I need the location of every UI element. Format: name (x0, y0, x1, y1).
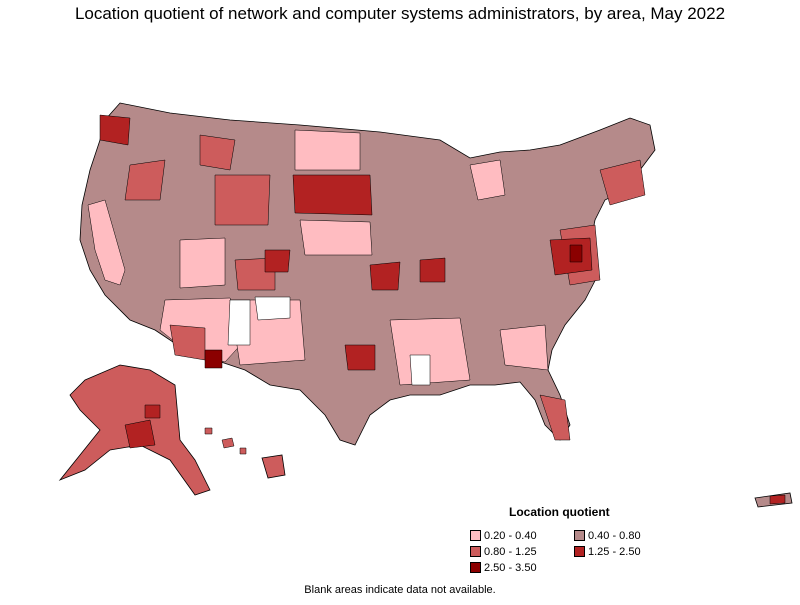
region-highest-nm (204, 349, 223, 369)
legend-label-3: 1.25 - 2.50 (588, 546, 641, 558)
region-high-tx (344, 344, 376, 371)
alaska-high-2 (144, 404, 161, 419)
legend-item-2: 0.80 - 1.25 (470, 545, 537, 559)
legend-title: Location quotient (509, 505, 610, 519)
hawaii-3 (239, 447, 247, 455)
legend-swatch-4 (470, 561, 481, 573)
region-high-wa (99, 114, 131, 146)
region-blank-az (227, 299, 251, 346)
legend-item-4: 2.50 - 3.50 (470, 561, 537, 575)
legend-item-0: 0.20 - 0.40 (470, 529, 537, 543)
region-mid-az (169, 324, 206, 361)
region-mid-ne (599, 159, 646, 206)
legend-swatch-0 (470, 529, 481, 541)
legend-swatch-1 (574, 529, 585, 541)
region-low-ut (179, 237, 226, 289)
region-blank-nm (254, 296, 291, 321)
hawaii-4 (261, 454, 286, 479)
region-mid-fl (539, 394, 571, 441)
region-mid-id (124, 159, 166, 201)
legend-swatch-2 (470, 545, 481, 557)
puerto-rico-high (769, 494, 786, 505)
region-low-west (87, 199, 126, 286)
region-high-co (264, 249, 291, 273)
region-mid-mt (199, 134, 236, 171)
legend-item-3: 1.25 - 2.50 (574, 545, 641, 559)
legend-label-0: 0.20 - 0.40 (484, 530, 537, 542)
region-blank-ms (409, 354, 431, 386)
map-title: Location quotient of network and compute… (74, 4, 726, 23)
hawaii-2 (221, 437, 235, 449)
legend-swatch-3 (574, 545, 585, 557)
region-low-mi (469, 159, 506, 201)
region-high-mo (419, 257, 446, 283)
legend-label-1: 0.40 - 0.80 (588, 530, 641, 542)
legend-item-1: 0.40 - 0.80 (574, 529, 641, 543)
region-low-nd (294, 129, 361, 171)
hawaii-1 (204, 427, 213, 435)
legend-label-2: 0.80 - 1.25 (484, 546, 537, 558)
alaska-high (124, 419, 156, 449)
region-low-se (499, 324, 549, 371)
legend-label-4: 2.50 - 3.50 (484, 562, 537, 574)
region-high-ks (369, 261, 401, 291)
region-mid-wy (214, 174, 271, 226)
region-low-ne (299, 219, 373, 256)
region-high-sd (292, 174, 373, 216)
region-highest-dc (569, 244, 583, 263)
region-low-south (389, 317, 471, 386)
blank-areas-note: Blank areas indicate data not available. (304, 584, 496, 596)
